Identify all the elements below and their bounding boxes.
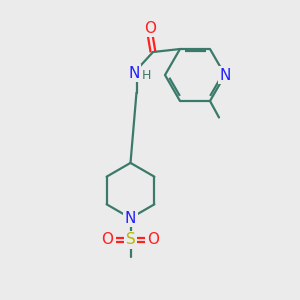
Text: O: O — [101, 232, 113, 247]
Text: S: S — [126, 232, 135, 247]
Text: N: N — [125, 211, 136, 226]
Text: N: N — [128, 65, 140, 80]
Text: O: O — [144, 20, 156, 35]
Text: H: H — [141, 69, 151, 82]
Text: O: O — [148, 232, 160, 247]
Text: N: N — [219, 68, 231, 82]
